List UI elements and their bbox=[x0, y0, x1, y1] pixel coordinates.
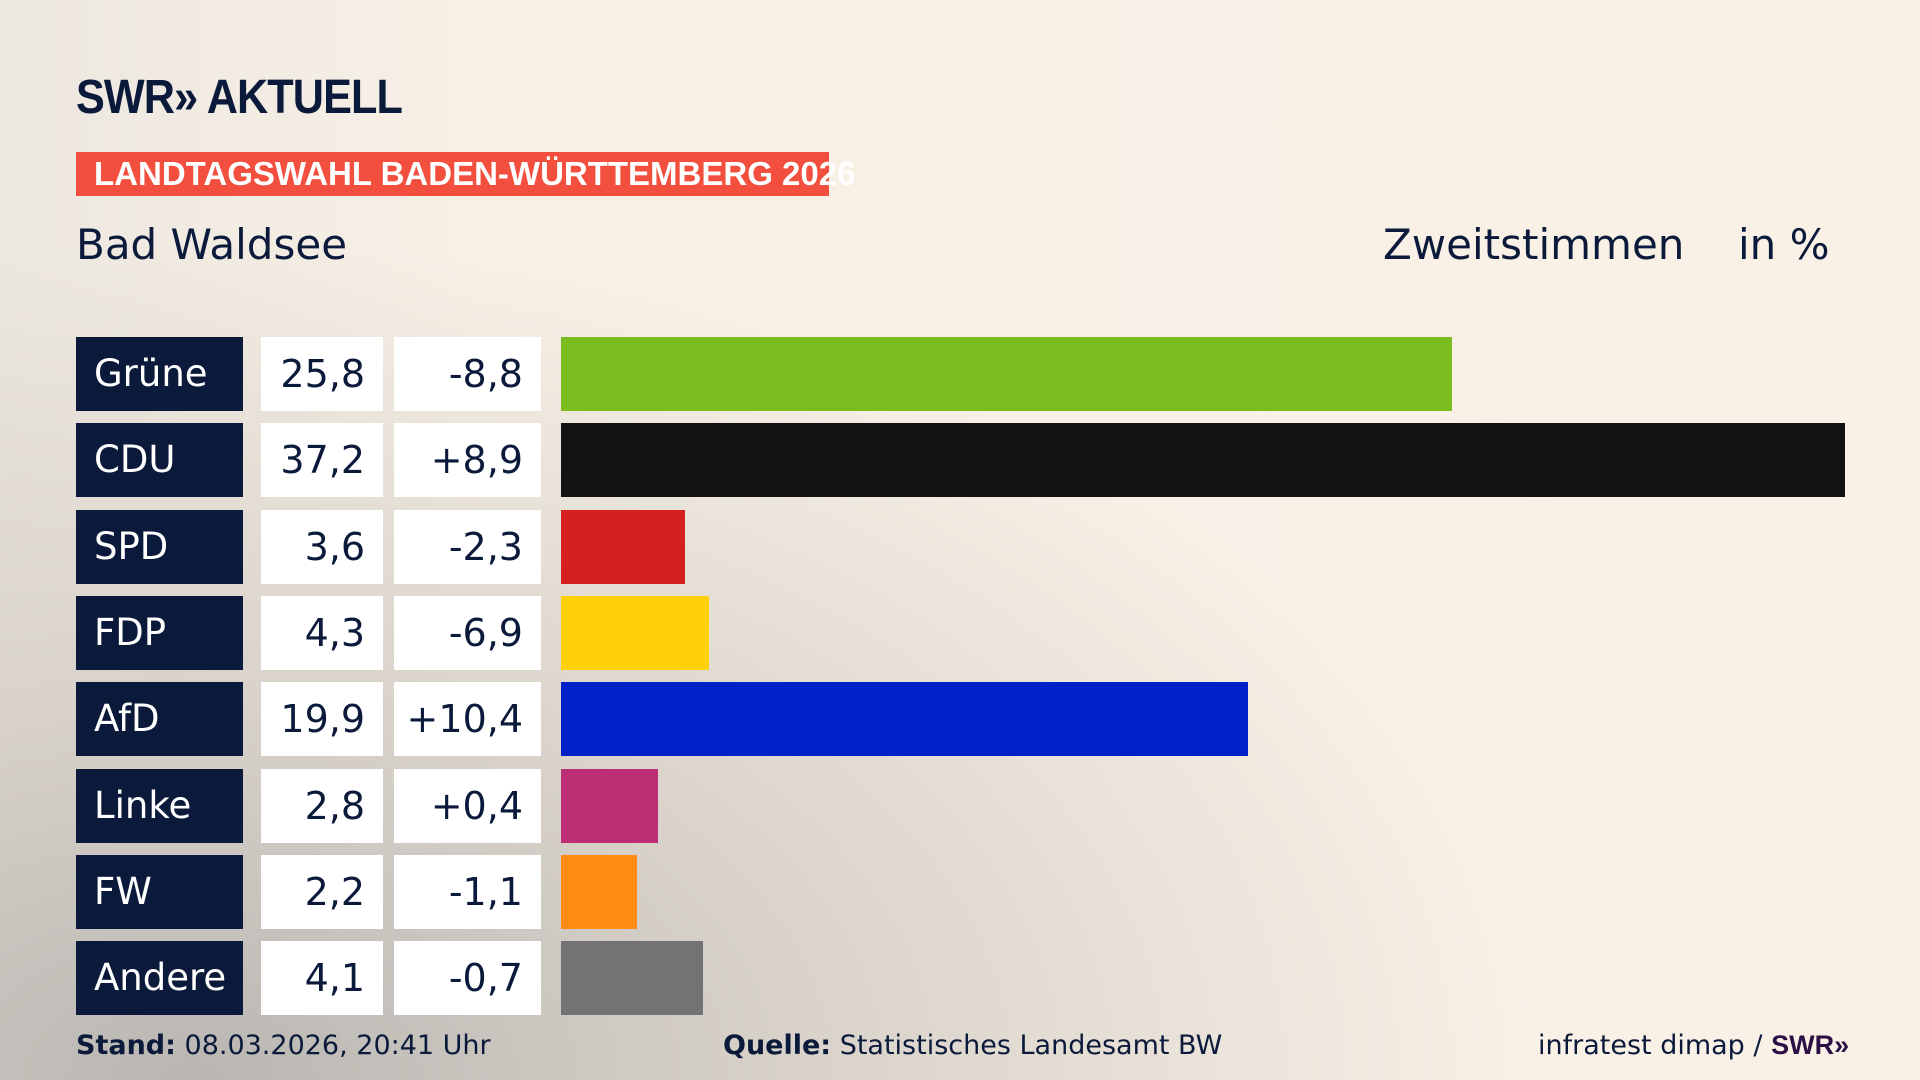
diff-label: -0,7 bbox=[394, 941, 541, 1016]
bar-fdp bbox=[561, 595, 710, 670]
stand-label: Stand: bbox=[76, 1030, 176, 1061]
bar-afd bbox=[561, 682, 1248, 757]
diff-label: +10,4 bbox=[394, 682, 541, 757]
measure-label: Zweitstimmen bbox=[1383, 220, 1685, 269]
stand-value: 08.03.2026, 20:41 Uhr bbox=[184, 1030, 491, 1061]
value-label: 25,8 bbox=[261, 337, 383, 411]
unit-label: in % bbox=[1738, 220, 1830, 269]
diff-label: -8,8 bbox=[394, 337, 541, 411]
timestamp: Stand: 08.03.2026, 20:41 Uhr bbox=[76, 1030, 491, 1061]
bar-spd bbox=[561, 509, 686, 584]
party-name: AfD bbox=[76, 682, 243, 757]
party-name: CDU bbox=[76, 423, 243, 498]
bar-grüne bbox=[561, 337, 1452, 411]
value-label: 2,2 bbox=[261, 854, 383, 929]
value-label: 37,2 bbox=[261, 423, 383, 498]
swr-aktuell-logo: SWR» AKTUELL bbox=[76, 71, 403, 124]
bar-linke bbox=[561, 768, 658, 843]
party-row: Grüne 25,8 -8,8 bbox=[76, 337, 1876, 411]
party-name: Linke bbox=[76, 768, 243, 843]
party-row: Andere 4,1 -0,7 bbox=[76, 941, 1876, 1016]
party-name: SPD bbox=[76, 509, 243, 584]
diff-label: -1,1 bbox=[394, 854, 541, 929]
party-name: FDP bbox=[76, 595, 243, 670]
source-label: Quelle: bbox=[723, 1030, 832, 1061]
party-name: FW bbox=[76, 854, 243, 929]
credit: infratest dimap / SWR» bbox=[1538, 1030, 1849, 1061]
bar-cdu bbox=[561, 423, 1845, 498]
bar-andere bbox=[561, 941, 703, 1016]
party-name: Grüne bbox=[76, 337, 243, 411]
value-label: 4,1 bbox=[261, 941, 383, 1016]
source-value: Statistisches Landesamt BW bbox=[839, 1030, 1223, 1061]
diff-label: -6,9 bbox=[394, 595, 541, 670]
party-row: AfD 19,9 +10,4 bbox=[76, 682, 1876, 757]
diff-label: +0,4 bbox=[394, 768, 541, 843]
party-row: CDU 37,2 +8,9 bbox=[76, 423, 1876, 498]
party-row: SPD 3,6 -2,3 bbox=[76, 509, 1876, 584]
value-label: 4,3 bbox=[261, 595, 383, 670]
value-label: 2,8 bbox=[261, 768, 383, 843]
value-label: 3,6 bbox=[261, 509, 383, 584]
value-label: 19,9 bbox=[261, 682, 383, 757]
credit-text: infratest dimap / bbox=[1538, 1030, 1763, 1061]
diff-label: -2,3 bbox=[394, 509, 541, 584]
party-row: FDP 4,3 -6,9 bbox=[76, 595, 1876, 670]
region-title: Bad Waldsee bbox=[76, 220, 348, 269]
swr-logo: SWR» bbox=[1771, 1030, 1850, 1060]
party-row: Linke 2,8 +0,4 bbox=[76, 768, 1876, 843]
election-banner: LANDTAGSWAHL BADEN-WÜRTTEMBERG 2026 bbox=[76, 152, 855, 196]
diff-label: +8,9 bbox=[394, 423, 541, 498]
bar-fw bbox=[561, 854, 637, 929]
party-row: FW 2,2 -1,1 bbox=[76, 854, 1876, 929]
party-name: Andere bbox=[76, 941, 243, 1016]
source: Quelle: Statistisches Landesamt BW bbox=[723, 1030, 1222, 1061]
